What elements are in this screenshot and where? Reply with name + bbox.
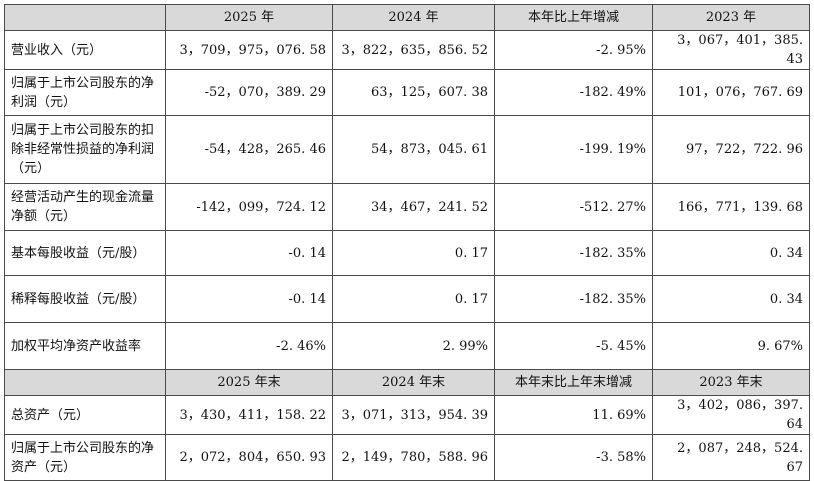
value-cell: 2，149，780，588. 96 xyxy=(332,434,495,481)
value-cell: 2. 99% xyxy=(332,322,495,370)
table-row: 经营活动产生的现金流量净额（元） -142，099，724. 12 34，467… xyxy=(4,183,810,231)
value-cell: 101，076，767. 69 xyxy=(652,69,810,116)
header-cell xyxy=(4,4,166,31)
value-cell: 11. 69% xyxy=(494,395,653,435)
value-cell: 3，402，086，397. 64 xyxy=(652,395,810,435)
value-cell: 2，087，248，524. 67 xyxy=(652,434,810,481)
value-cell: -182. 35% xyxy=(494,275,653,323)
header-cell: 2025 年 xyxy=(165,4,333,31)
row-label: 归属于上市公司股东的净资产（元） xyxy=(4,434,166,481)
value-cell: 0. 34 xyxy=(652,230,810,276)
value-cell: -182. 49% xyxy=(494,69,653,116)
row-label: 基本每股收益（元/股） xyxy=(4,230,166,276)
value-cell: 3，709，975，076. 58 xyxy=(165,30,333,70)
table-row: 营业收入（元） 3，709，975，076. 58 3，822，635，856.… xyxy=(4,30,810,70)
value-cell: 166，771，139. 68 xyxy=(652,183,810,231)
value-cell: 34，467，241. 52 xyxy=(332,183,495,231)
value-cell: -0. 14 xyxy=(165,230,333,276)
value-cell: 3，071，313，954. 39 xyxy=(332,395,495,435)
header-cell: 2023 年 xyxy=(652,4,810,31)
value-cell: 3，067，401，385. 43 xyxy=(652,30,810,70)
row-label: 加权平均净资产收益率 xyxy=(4,322,166,370)
row-label: 总资产（元） xyxy=(4,395,166,435)
value-cell: -199. 19% xyxy=(494,115,653,184)
value-cell: 3，430，411，158. 22 xyxy=(165,395,333,435)
row-label: 归属于上市公司股东的扣除非经常性损益的净利润（元） xyxy=(4,115,166,184)
header-cell: 2023 年末 xyxy=(652,369,810,396)
header-cell xyxy=(4,369,166,396)
value-cell: 63，125，607. 38 xyxy=(332,69,495,116)
value-cell: -182. 35% xyxy=(494,230,653,276)
value-cell: -52，070，389. 29 xyxy=(165,69,333,116)
table-row: 归属于上市公司股东的扣除非经常性损益的净利润（元） -54，428，265. 4… xyxy=(4,115,810,184)
table-row: 归属于上市公司股东的净资产（元） 2，072，804，650. 93 2，149… xyxy=(4,434,810,481)
value-cell: 2，072，804，650. 93 xyxy=(165,434,333,481)
table-header-row: 2025 年 2024 年 本年比上年增减 2023 年 xyxy=(4,4,810,31)
table-row: 基本每股收益（元/股） -0. 14 0. 17 -182. 35% 0. 34 xyxy=(4,230,810,276)
value-cell: -0. 14 xyxy=(165,275,333,323)
table-row: 总资产（元） 3，430，411，158. 22 3，071，313，954. … xyxy=(4,395,810,435)
value-cell: -3. 58% xyxy=(494,434,653,481)
value-cell: 0. 17 xyxy=(332,230,495,276)
financial-indicators-table: 2025 年 2024 年 本年比上年增减 2023 年 营业收入（元） 3，7… xyxy=(4,4,810,481)
row-label: 归属于上市公司股东的净利润（元） xyxy=(4,69,166,116)
value-cell: -2. 46% xyxy=(165,322,333,370)
header-cell: 2025 年末 xyxy=(165,369,333,396)
value-cell: -5. 45% xyxy=(494,322,653,370)
header-cell: 2024 年末 xyxy=(332,369,495,396)
value-cell: -512. 27% xyxy=(494,183,653,231)
value-cell: 97，722，722. 96 xyxy=(652,115,810,184)
row-label: 稀释每股收益（元/股） xyxy=(4,275,166,323)
value-cell: 9. 67% xyxy=(652,322,810,370)
value-cell: 0. 17 xyxy=(332,275,495,323)
row-label: 营业收入（元） xyxy=(4,30,166,70)
value-cell: -2. 95% xyxy=(494,30,653,70)
header-cell: 本年比上年增减 xyxy=(494,4,653,31)
row-label: 经营活动产生的现金流量净额（元） xyxy=(4,183,166,231)
value-cell: 54，873，045. 61 xyxy=(332,115,495,184)
table-row: 稀释每股收益（元/股） -0. 14 0. 17 -182. 35% 0. 34 xyxy=(4,275,810,323)
value-cell: 0. 34 xyxy=(652,275,810,323)
value-cell: -142，099，724. 12 xyxy=(165,183,333,231)
header-cell: 2024 年 xyxy=(332,4,495,31)
value-cell: 3，822，635，856. 52 xyxy=(332,30,495,70)
table-row: 归属于上市公司股东的净利润（元） -52，070，389. 29 63，125，… xyxy=(4,69,810,116)
header-cell: 本年末比上年末增减 xyxy=(494,369,653,396)
table-row: 加权平均净资产收益率 -2. 46% 2. 99% -5. 45% 9. 67% xyxy=(4,322,810,370)
value-cell: -54，428，265. 46 xyxy=(165,115,333,184)
table-subheader-row: 2025 年末 2024 年末 本年末比上年末增减 2023 年末 xyxy=(4,369,810,396)
